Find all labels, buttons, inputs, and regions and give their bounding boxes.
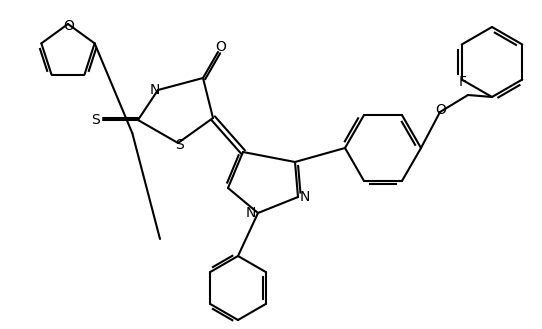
- Text: N: N: [300, 190, 310, 204]
- Text: O: O: [63, 19, 74, 33]
- Text: N: N: [150, 83, 160, 97]
- Text: F: F: [459, 74, 467, 89]
- Text: S: S: [175, 138, 183, 152]
- Text: O: O: [436, 103, 447, 117]
- Text: S: S: [91, 113, 99, 127]
- Text: N: N: [246, 206, 256, 220]
- Text: O: O: [216, 40, 227, 54]
